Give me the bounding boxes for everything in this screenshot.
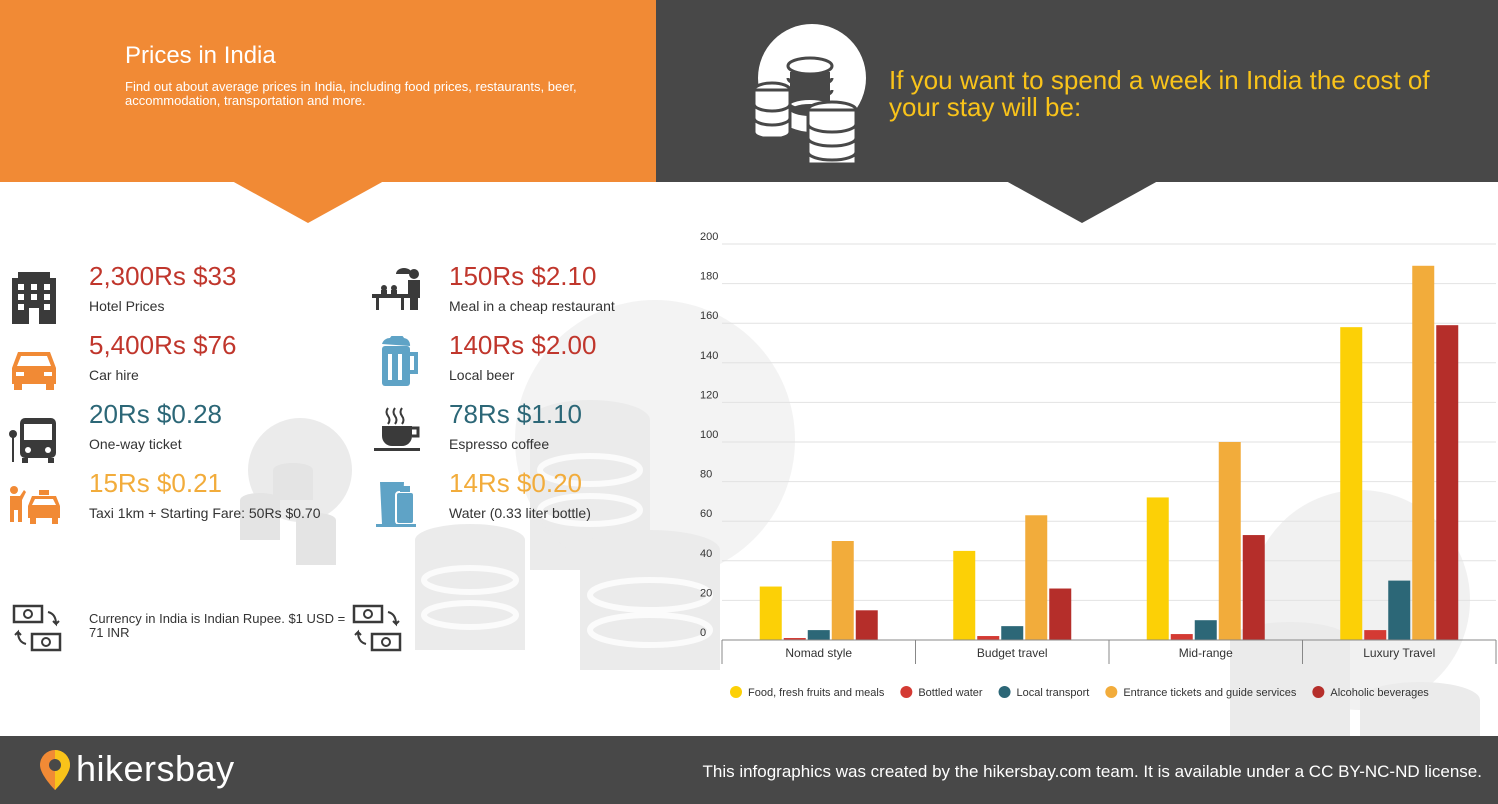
price-taxi-value: 15Rs $0.21 [89, 468, 222, 498]
legend-label: Alcoholic beverages [1330, 687, 1429, 699]
legend-swatch [1312, 686, 1325, 698]
price-beer: 140Rs $2.00 Local beer [449, 330, 596, 384]
x-tick-label: Mid-range [1179, 646, 1233, 660]
price-car-hire: 5,400Rs $76 Car hire [89, 330, 236, 384]
bar [1025, 515, 1048, 640]
hikersbay-logo[interactable]: hikersbay [76, 748, 235, 789]
price-coffee-label: Espresso coffee [449, 436, 550, 452]
bus-icon [9, 418, 56, 463]
price-coffee-value: 78Rs $1.10 [449, 399, 582, 429]
bar [759, 586, 782, 640]
legend-swatch [730, 686, 742, 698]
x-tick-label: Luxury Travel [1363, 646, 1435, 660]
legend-swatch [1105, 686, 1118, 698]
price-meal-label: Meal in a cheap restaurant [449, 298, 615, 314]
license-note: This infographics was created by the hik… [702, 762, 1482, 781]
price-hotel-value: 2,300Rs $33 [89, 261, 237, 291]
price-beer-value: 140Rs $2.00 [449, 330, 597, 360]
bar [831, 541, 854, 640]
legend-label: Food, fresh fruits and meals [748, 687, 885, 699]
price-taxi: 15Rs $0.21 Taxi 1km + Starting Fare: 50R… [89, 468, 321, 522]
page-title: Prices in India [125, 42, 276, 69]
y-tick-label: 80 [700, 469, 712, 481]
price-car-hire-value: 5,400Rs $76 [89, 330, 237, 360]
bar [1242, 535, 1265, 640]
y-tick-label: 100 [700, 429, 718, 441]
legend-label: Bottled water [918, 687, 983, 699]
bar [1170, 634, 1193, 640]
bar [1412, 265, 1435, 640]
bar [977, 636, 1000, 640]
chart-legend: Food, fresh fruits and meals Bottled wate… [730, 686, 1429, 699]
header-left-panel [0, 0, 656, 182]
coffee-icon [374, 407, 420, 451]
price-water-label: Water (0.33 liter bottle) [449, 505, 591, 521]
chart-bars [759, 265, 1459, 640]
y-tick-label: 40 [700, 548, 712, 560]
restaurant-icon [372, 268, 420, 310]
header-left-pointer [232, 181, 384, 223]
currency-exchange-icon [12, 604, 62, 652]
bar [953, 550, 976, 640]
y-tick-label: 20 [700, 587, 712, 599]
y-tick-label: 0 [700, 627, 706, 639]
coins-stack-icon [752, 24, 866, 166]
price-water-value: 14Rs $0.20 [449, 468, 582, 498]
bar [1049, 588, 1072, 640]
car-icon [12, 352, 56, 390]
header-right-pointer [1006, 181, 1158, 223]
price-taxi-label: Taxi 1km + Starting Fare: 50Rs $0.70 [89, 505, 321, 521]
price-beer-label: Local beer [449, 367, 515, 383]
chart-y-tick-labels: 0 20 40 60 80 100 120 140 160 180 200 [700, 231, 718, 639]
x-tick-label: Nomad style [785, 646, 852, 660]
bar [1218, 442, 1241, 640]
price-one-way-ticket: 20Rs $0.28 One-way ticket [89, 399, 222, 453]
price-ticket-label: One-way ticket [89, 436, 182, 452]
y-tick-label: 200 [700, 231, 718, 243]
legend-swatch [998, 686, 1011, 698]
bar [807, 630, 830, 640]
price-hotel-label: Hotel Prices [89, 298, 165, 314]
hikersbay-logo-pin-icon [40, 750, 70, 790]
x-tick-label: Budget travel [977, 646, 1048, 660]
price-meal-value: 150Rs $2.10 [449, 261, 597, 291]
price-car-hire-label: Car hire [89, 367, 139, 383]
bar [1146, 497, 1169, 640]
bar [1388, 580, 1411, 640]
legend-swatch [900, 686, 913, 698]
chart-x-axis: Nomad style Budget travel Mid-range Luxury … [721, 639, 1497, 664]
y-tick-label: 180 [700, 271, 718, 283]
y-tick-label: 60 [700, 508, 712, 520]
bar [1340, 327, 1363, 640]
page-subtitle: Find out about average prices in India, … [125, 79, 577, 108]
legend-label: Entrance tickets and guide services [1123, 687, 1297, 699]
y-tick-label: 120 [700, 389, 718, 401]
price-coffee: 78Rs $1.10 Espresso coffee [449, 399, 582, 453]
currency-exchange-icon-2 [352, 604, 402, 652]
y-tick-label: 160 [700, 310, 718, 322]
price-meal: 150Rs $2.10 Meal in a cheap restaurant [449, 261, 615, 315]
bar [1001, 626, 1024, 640]
y-tick-label: 140 [700, 350, 718, 362]
bar [855, 610, 878, 640]
bar [783, 638, 806, 640]
bar [1436, 325, 1459, 640]
price-ticket-value: 20Rs $0.28 [89, 399, 222, 429]
footer-bar: hikersbay This infographics was created … [0, 736, 1498, 804]
bar [1364, 630, 1387, 640]
price-water: 14Rs $0.20 Water (0.33 liter bottle) [449, 468, 591, 522]
hotel-icon [12, 272, 56, 324]
currency-note: Currency in India is Indian Rupee. $1 US… [89, 611, 346, 640]
bar [1194, 620, 1217, 640]
beer-icon [382, 336, 418, 386]
week-cost-heading: If you want to spend a week in India the… [889, 65, 1430, 122]
price-hotel: 2,300Rs $33 Hotel Prices [89, 261, 236, 315]
taxi-icon [10, 486, 60, 524]
water-icon [376, 482, 416, 527]
weekly-cost-bar-chart: 0 20 40 60 80 100 120 140 160 180 200 Nomad style B… [700, 231, 1497, 699]
legend-label: Local transport [1017, 687, 1090, 699]
